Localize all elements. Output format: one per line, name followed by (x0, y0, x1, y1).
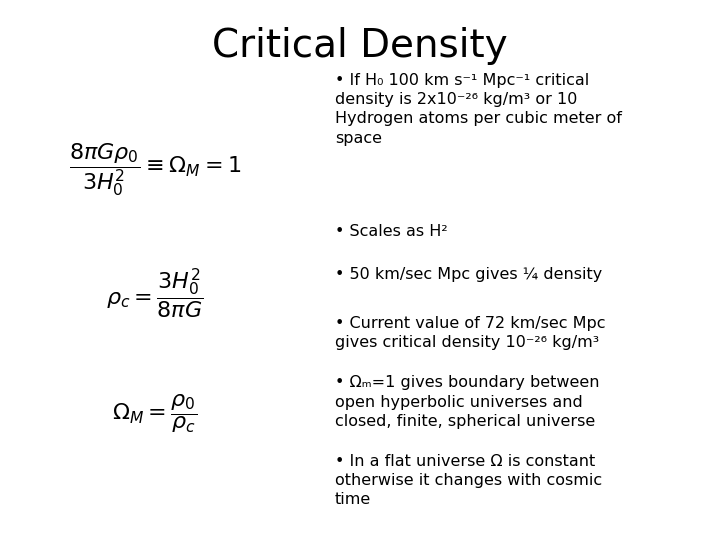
Text: • Scales as H²: • Scales as H² (335, 224, 447, 239)
Text: • If H₀ 100 km s⁻¹ Mpc⁻¹ critical
density is 2x10⁻²⁶ kg/m³ or 10
Hydrogen atoms : • If H₀ 100 km s⁻¹ Mpc⁻¹ critical densit… (335, 73, 621, 145)
Text: • Ωₘ=1 gives boundary between
open hyperbolic universes and
closed, finite, sphe: • Ωₘ=1 gives boundary between open hyper… (335, 375, 599, 429)
Text: • Current value of 72 km/sec Mpc
gives critical density 10⁻²⁶ kg/m³: • Current value of 72 km/sec Mpc gives c… (335, 316, 606, 350)
Text: • 50 km/sec Mpc gives ¼ density: • 50 km/sec Mpc gives ¼ density (335, 267, 602, 282)
Text: $\rho_c = \dfrac{3H_0^2}{8\pi G}$: $\rho_c = \dfrac{3H_0^2}{8\pi G}$ (106, 267, 204, 321)
Text: Critical Density: Critical Density (212, 27, 508, 65)
Text: $\dfrac{8\pi G\rho_0}{3H_0^2} \equiv \Omega_M = 1$: $\dfrac{8\pi G\rho_0}{3H_0^2} \equiv \Om… (68, 142, 241, 198)
Text: $\Omega_M = \dfrac{\rho_0}{\rho_c}$: $\Omega_M = \dfrac{\rho_0}{\rho_c}$ (112, 392, 197, 435)
Text: • In a flat universe Ω is constant
otherwise it changes with cosmic
time: • In a flat universe Ω is constant other… (335, 454, 602, 507)
